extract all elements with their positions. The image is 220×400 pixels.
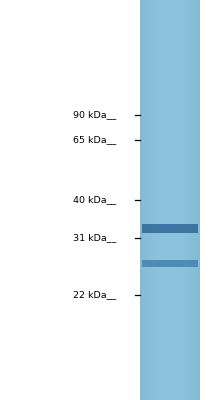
Text: 90 kDa__: 90 kDa__ [73, 110, 116, 120]
Text: 40 kDa__: 40 kDa__ [73, 196, 116, 204]
Bar [142, 260, 198, 266]
Bar [140, 0, 200, 400]
Text: 65 kDa__: 65 kDa__ [73, 136, 116, 144]
Bar [142, 224, 198, 232]
Text: 22 kDa__: 22 kDa__ [73, 290, 116, 300]
Text: 31 kDa__: 31 kDa__ [73, 234, 116, 242]
